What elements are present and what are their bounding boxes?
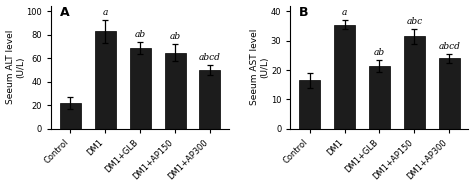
Text: a: a bbox=[102, 7, 108, 17]
Y-axis label: Seeum AST level
(U/L): Seeum AST level (U/L) bbox=[250, 29, 269, 105]
Bar bbox=[369, 66, 390, 129]
Text: abc: abc bbox=[406, 17, 422, 26]
Bar bbox=[200, 70, 220, 129]
Text: ab: ab bbox=[135, 30, 146, 39]
Bar bbox=[334, 25, 355, 129]
Bar bbox=[60, 103, 81, 129]
Text: abcd: abcd bbox=[199, 53, 221, 62]
Bar bbox=[130, 48, 151, 129]
Y-axis label: Seeum ALT level
(U/L): Seeum ALT level (U/L) bbox=[6, 30, 25, 104]
Bar bbox=[439, 58, 460, 129]
Bar bbox=[164, 53, 185, 129]
Text: ab: ab bbox=[374, 48, 385, 57]
Bar bbox=[299, 80, 320, 129]
Text: ab: ab bbox=[170, 32, 181, 41]
Text: a: a bbox=[342, 8, 347, 17]
Text: abcd: abcd bbox=[438, 42, 460, 51]
Bar bbox=[95, 31, 116, 129]
Bar bbox=[404, 36, 425, 129]
Text: A: A bbox=[60, 6, 70, 19]
Text: B: B bbox=[299, 6, 309, 19]
